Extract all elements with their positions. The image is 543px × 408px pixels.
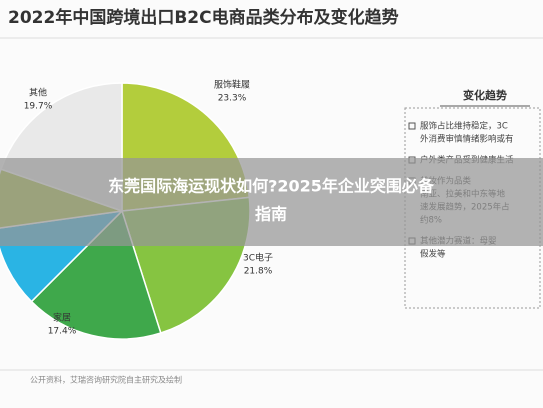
slice-value-label: 17.4% — [48, 327, 77, 337]
pie-labels: 服饰鞋履 23.3% 3C电子 21.8% 家居 17.4% 其他 19.7% — [24, 79, 273, 337]
slice-value-label: 21.8% — [244, 267, 273, 277]
side-panel-heading: 变化趋势 — [463, 88, 507, 102]
slice-label: 3C电子 — [243, 252, 273, 264]
slice-label: 家居 — [53, 312, 71, 324]
slice-label: 服饰鞋履 — [214, 79, 250, 91]
slice-label: 其他 — [29, 87, 47, 99]
source-note: 公开资料，艾瑞咨询研究院自主研究及绘制 — [30, 375, 182, 385]
bullet — [408, 122, 416, 130]
chart-title: 2022年中国跨境出口B2C电商品类分布及变化趋势 — [8, 7, 399, 28]
side-panel-text: 服饰占比维持稳定，3C — [420, 121, 508, 132]
side-panel-text: 外消费审慎情绪影响或有 — [420, 134, 514, 145]
banner-headline[interactable]: 东莞国际海运现状如何?2025年企业突围必备 — [108, 177, 435, 196]
banner-headline[interactable]: 指南 — [255, 205, 287, 224]
slice-value-label: 19.7% — [24, 102, 53, 112]
slice-value-label: 23.3% — [218, 94, 247, 104]
side-panel-text: 假发等 — [420, 249, 446, 260]
banner-band — [0, 158, 543, 246]
